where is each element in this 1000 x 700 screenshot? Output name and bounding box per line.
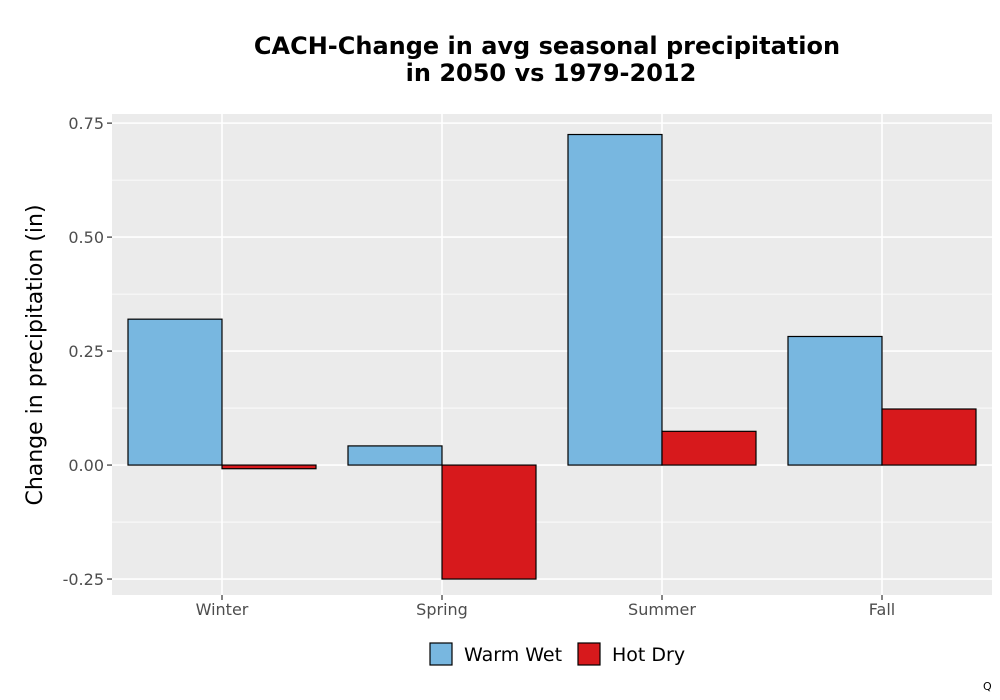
grid-minor [112, 179, 992, 523]
bar-hot-dry-spring [441, 464, 537, 580]
bars [127, 133, 977, 580]
bar-warm-wet-winter [127, 318, 223, 466]
bar-warm-wet-spring [347, 445, 443, 466]
y-tick-label: 0.00 [68, 456, 104, 475]
x-tick-label: Spring [416, 600, 468, 619]
y-tick-label: 0.75 [68, 114, 104, 133]
bar-hot-dry-summer [661, 430, 757, 466]
legend-label-hot-dry: Hot Dry [612, 644, 685, 666]
chart-title-line-1: CACH-Change in avg seasonal precipitatio… [254, 32, 840, 60]
legend-label-warm-wet: Warm Wet [464, 644, 562, 666]
legend: Warm Wet Hot Dry [429, 642, 685, 666]
x-tick-label: Fall [869, 600, 895, 619]
y-tick-label: 0.50 [68, 228, 104, 247]
legend-key-hot-dry [577, 642, 601, 666]
bar-warm-wet-fall [787, 335, 883, 466]
y-axis: -0.25 0.00 0.25 0.50 0.75 [63, 114, 112, 589]
y-tick-label: 0.25 [68, 342, 104, 361]
x-axis: Winter Spring Summer Fall [196, 595, 895, 619]
y-tick-label: -0.25 [63, 570, 104, 589]
bar-warm-wet-summer [567, 133, 663, 466]
x-tick-label: Winter [196, 600, 249, 619]
footnote: Q [983, 680, 992, 693]
bar-hot-dry-fall [881, 408, 977, 466]
x-tick-label: Summer [628, 600, 696, 619]
y-axis-title: Change in precipitation (in) [23, 204, 48, 505]
bar-hot-dry-winter [221, 464, 317, 470]
legend-key-warm-wet [429, 642, 453, 666]
chart-title-line-2: in 2050 vs 1979-2012 [406, 59, 697, 87]
